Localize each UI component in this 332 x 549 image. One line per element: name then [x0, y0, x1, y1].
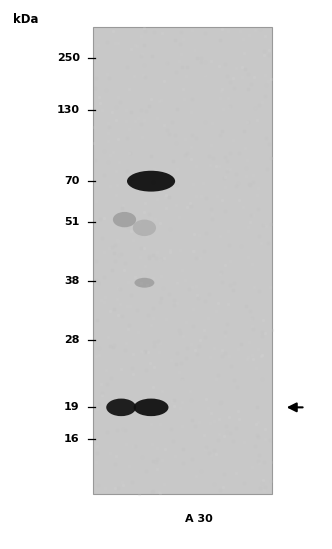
FancyBboxPatch shape — [93, 27, 272, 494]
Text: 70: 70 — [64, 176, 80, 186]
Ellipse shape — [133, 220, 156, 236]
Text: kDa: kDa — [13, 13, 39, 26]
Ellipse shape — [127, 171, 175, 192]
Text: 16: 16 — [64, 434, 80, 444]
Ellipse shape — [106, 399, 136, 416]
Text: 130: 130 — [57, 105, 80, 115]
Text: A 30: A 30 — [185, 514, 213, 524]
Text: 250: 250 — [57, 53, 80, 63]
Ellipse shape — [133, 399, 169, 416]
Text: 51: 51 — [64, 217, 80, 227]
Ellipse shape — [113, 212, 136, 227]
Ellipse shape — [134, 278, 154, 288]
Text: 19: 19 — [64, 402, 80, 412]
Text: 38: 38 — [64, 276, 80, 286]
Text: 28: 28 — [64, 335, 80, 345]
